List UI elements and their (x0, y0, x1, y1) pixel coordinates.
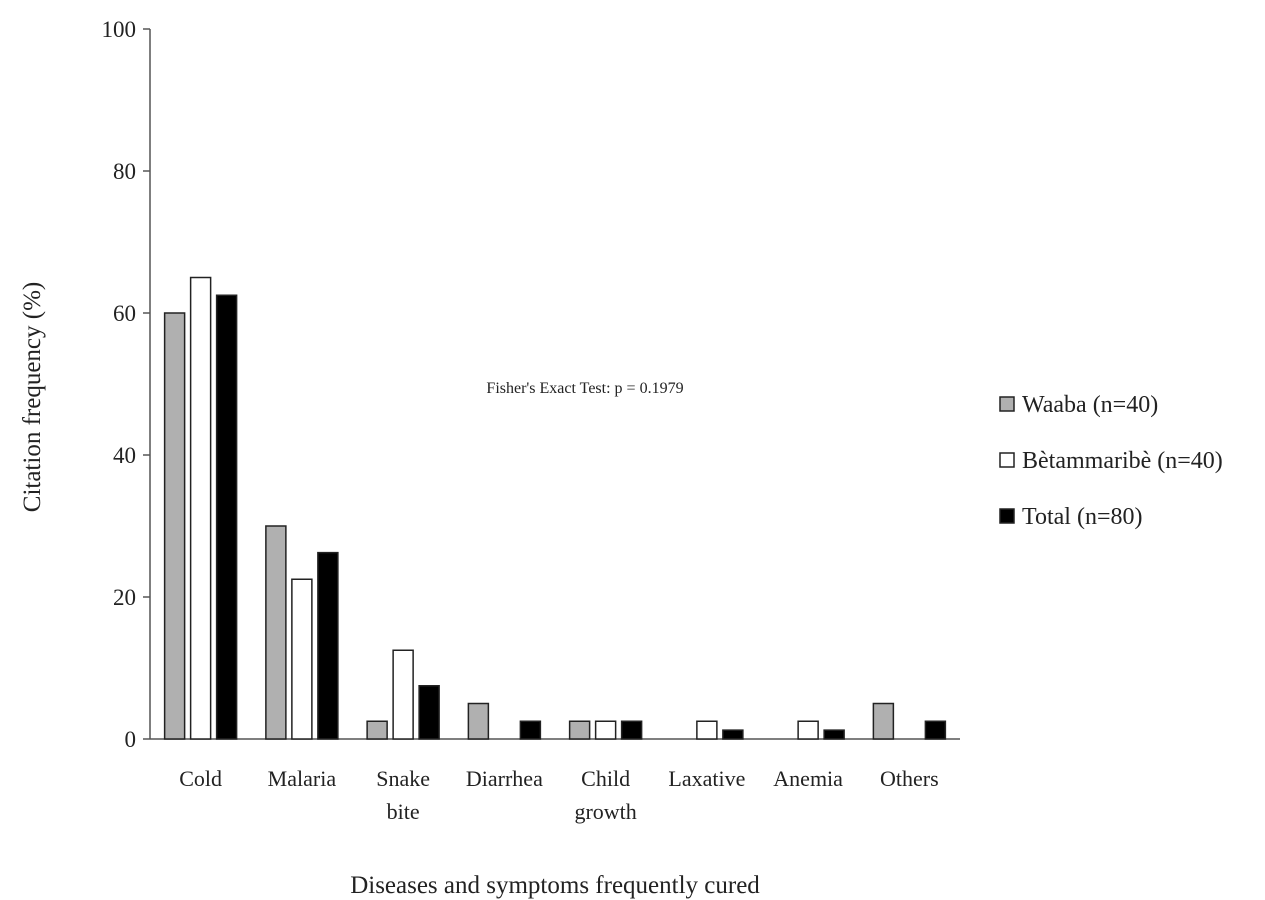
y-axis-title: Citation frequency (%) (19, 282, 46, 512)
x-tick-label: Malaria (268, 766, 337, 791)
x-tick-label: Child (581, 766, 630, 791)
bar-1-0 (189, 276, 212, 740)
bar-0-2 (366, 720, 388, 740)
legend-label: Total (n=80) (1022, 504, 1143, 530)
bar-2-1 (317, 551, 339, 740)
y-tick-labels: 0 20 40 60 80 100 (102, 17, 137, 752)
y-tick-label: 0 (125, 727, 137, 752)
bar-1-1 (291, 578, 313, 740)
bar-2-0 (215, 294, 238, 740)
x-tick-labels: Cold Malaria Snake bite Diarrhea Child growth L… (179, 766, 938, 824)
y-tick-label: 60 (113, 301, 136, 326)
annotation-text: Fisher's Exact Test: p = 0.1979 (486, 380, 683, 397)
bar-2-5 (722, 729, 744, 740)
bar-1-5 (696, 720, 718, 740)
bar-0-4 (568, 720, 591, 740)
bar-1-2 (392, 649, 414, 740)
x-tick-label: bite (387, 799, 420, 824)
bars (163, 276, 947, 740)
x-axis-title: Diseases and symptoms frequently cured (350, 872, 760, 899)
x-tick-label: Cold (179, 766, 222, 791)
x-tick-label: Snake (376, 766, 430, 791)
bar-2-3 (519, 720, 542, 740)
y-tick-label: 100 (102, 17, 137, 42)
legend-label: Bètammaribè (n=40) (1022, 448, 1223, 474)
bar-2-7 (924, 720, 947, 740)
x-tick-label: Laxative (668, 766, 745, 791)
bar-0-7 (872, 702, 895, 740)
x-tick-label: Anemia (773, 766, 843, 791)
x-tick-label: Others (880, 766, 939, 791)
bar-0-1 (265, 525, 287, 740)
legend-label: Waaba (n=40) (1022, 392, 1158, 418)
legend: Waaba (n=40) Bètammaribè (n=40) Total (n=8… (999, 392, 1223, 530)
y-tick-label: 80 (113, 159, 136, 184)
bar-2-6 (823, 729, 845, 740)
x-tick-label: growth (574, 799, 636, 824)
legend-swatch (999, 452, 1015, 468)
bar-1-6 (797, 720, 819, 740)
bar-2-2 (418, 685, 440, 740)
y-tick-label: 40 (113, 443, 136, 468)
x-tick-label: Diarrhea (466, 766, 543, 791)
legend-swatch (999, 508, 1015, 524)
y-tick-label: 20 (113, 585, 136, 610)
bar-1-4 (594, 720, 617, 740)
bar-0-3 (467, 702, 490, 740)
legend-swatch (999, 396, 1015, 412)
bar-2-4 (620, 720, 643, 740)
bar-0-0 (163, 312, 186, 740)
